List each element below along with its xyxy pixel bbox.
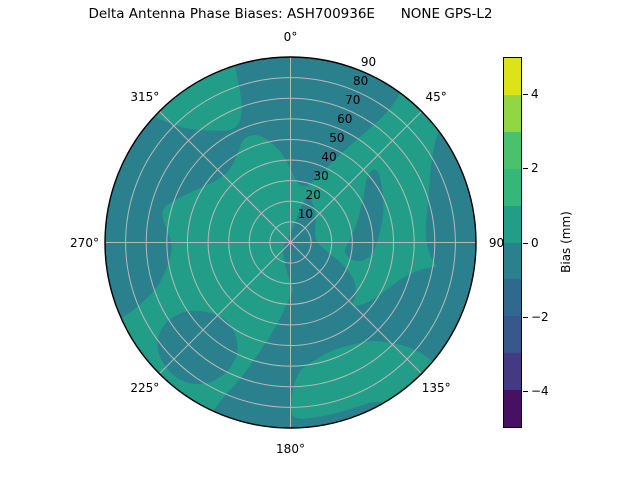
colorbar-tick [523, 390, 528, 392]
radial-tick-label-70: 70 [345, 93, 361, 108]
colorbar-segment-8 [504, 353, 521, 391]
contour-band-minus1-to-0-southwest-blob [157, 310, 238, 384]
colorbar-segment-4 [504, 205, 521, 243]
colorbar-segment-9 [504, 390, 521, 428]
contour-band-minus1-to-0-top-and-northwest-band-and-west-rim [105, 57, 403, 320]
colorbar-axis-label: Bias (mm) [559, 211, 573, 273]
angular-tick-label-180: 180° [276, 441, 305, 456]
polar-grid-spoke [290, 242, 423, 375]
colorbar-tick-label-0: 0 [531, 235, 539, 250]
angular-tick-label-135: 135° [421, 381, 451, 396]
colorbar [503, 57, 522, 428]
colorbar-segment-6 [504, 279, 521, 317]
colorbar-tick [523, 94, 528, 96]
radial-tick-label-60: 60 [337, 112, 353, 127]
angular-tick-label-0: 0° [283, 29, 298, 44]
angular-tick-label-45: 45° [425, 89, 447, 104]
contour-band-minus1-to-0-northeast-arc-band [344, 169, 384, 262]
colorbar-tick [523, 168, 528, 170]
colorbar-tick-label--4: −4 [531, 383, 549, 398]
radial-tick-label-50: 50 [329, 131, 345, 146]
colorbar-tick [523, 316, 528, 318]
colorbar-tick-label--2: −2 [531, 309, 549, 324]
radial-tick-label-10: 10 [297, 207, 314, 222]
colorbar-segment-7 [504, 316, 521, 354]
colorbar-segment-5 [504, 242, 521, 280]
polar-grid-spoke [158, 242, 291, 375]
angular-tick-label-315: 315° [130, 89, 160, 104]
polar-outline [104, 56, 477, 429]
colorbar-segment-0 [504, 58, 521, 95]
colorbar-segment-2 [504, 131, 521, 169]
chart-title: Delta Antenna Phase Biases: ASH700936E N… [88, 6, 493, 22]
colorbar-tick [523, 242, 528, 244]
radial-tick-label-40: 40 [321, 150, 337, 165]
angular-tick-label-270: 270° [70, 235, 99, 250]
contour-band-minus1-to-0-east-rim-tongue [425, 127, 476, 288]
radial-tick-label-90: 90 [360, 55, 377, 70]
angular-tick-label-90: 90 [488, 235, 505, 250]
polar-grid-spoke [158, 110, 291, 243]
colorbar-segment-1 [504, 94, 521, 132]
polar-grid-spoke [290, 110, 423, 243]
radial-tick-label-20: 20 [305, 188, 321, 203]
contour-band-minus1-to-0-center-wrap-and-south-tongue [237, 196, 356, 428]
radial-tick-label-80: 80 [352, 74, 369, 89]
colorbar-tick-label-2: 2 [531, 161, 539, 176]
colorbar-segment-3 [504, 168, 521, 206]
radial-tick-label-30: 30 [313, 169, 329, 184]
colorbar-tick-label-4: 4 [531, 87, 539, 102]
angular-tick-label-225: 225° [130, 381, 160, 396]
